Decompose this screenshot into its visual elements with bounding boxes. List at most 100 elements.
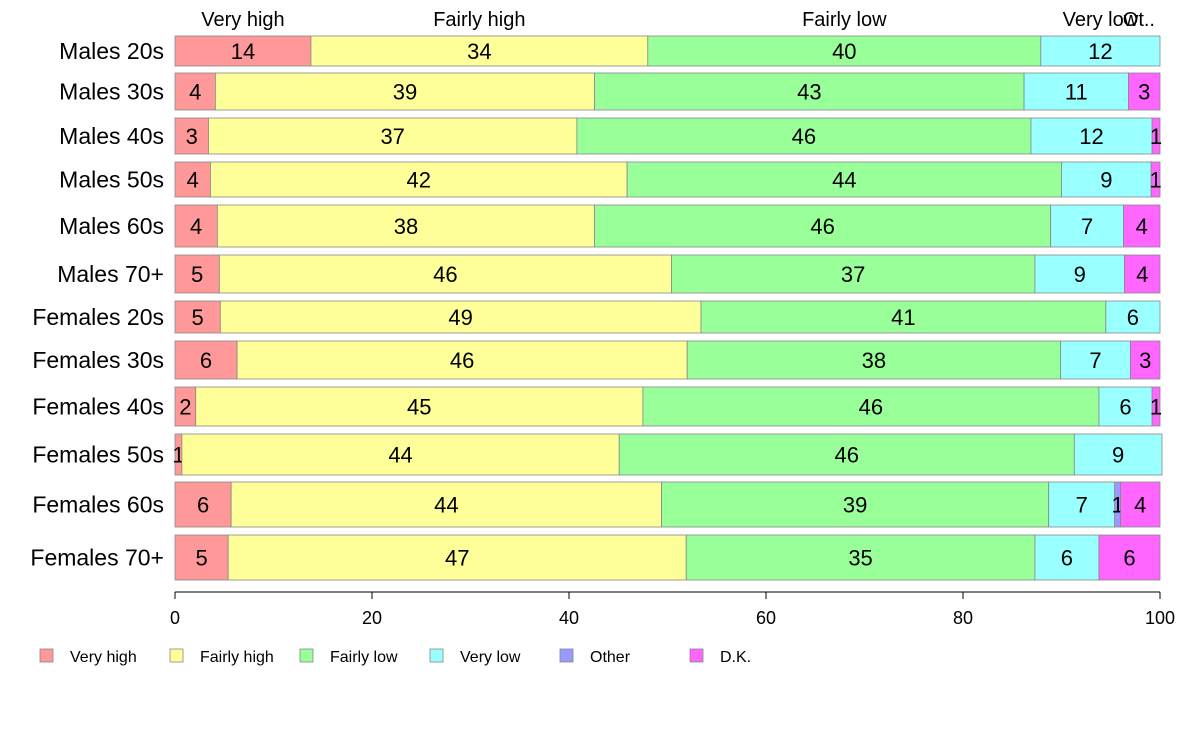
bar-males-50s-very-low — [1061, 161, 1152, 198]
bar-females-70-fairly-high — [227, 534, 687, 581]
value-label: 46 — [859, 395, 883, 420]
category-label: Males 40s — [59, 123, 164, 149]
bar-females-40s-very-low — [1098, 386, 1153, 427]
legend-label: Other — [590, 649, 631, 666]
bar-males-60s-fairly-low — [594, 204, 1052, 248]
value-label: 7 — [1081, 214, 1093, 239]
value-label: 6 — [1119, 395, 1131, 420]
bar-females-60s-very-high — [174, 481, 232, 528]
x-tick-label: 80 — [953, 608, 973, 628]
value-label: 9 — [1112, 443, 1124, 468]
value-label: 3 — [186, 124, 198, 149]
bar-males-60s-d-k — [1123, 204, 1161, 248]
legend-swatch-very-low — [429, 648, 444, 663]
value-label: 5 — [191, 262, 203, 287]
value-label: 14 — [231, 39, 255, 64]
value-label: 46 — [835, 443, 859, 468]
value-label: 3 — [1139, 348, 1151, 373]
bar-females-60s-very-low — [1048, 481, 1116, 528]
value-label: 6 — [197, 493, 209, 518]
value-label: 1 — [1149, 168, 1161, 193]
bar-females-50s-very-low — [1073, 433, 1163, 476]
bar-area: 14 34 40 124 39 43 11 33 37 46 12 14 42 44 9 14 38 46 7 45 4… — [172, 35, 1163, 581]
bar-males-50s-fairly-low — [626, 161, 1062, 198]
value-label: 4 — [1136, 262, 1148, 287]
category-label: Males 50s — [59, 167, 164, 193]
value-label: 4 — [1136, 214, 1148, 239]
bar-females-20s-very-low — [1105, 300, 1161, 334]
bar-males-30s-very-low — [1023, 72, 1129, 111]
bar-females-60s-fairly-high — [230, 481, 662, 528]
bar-males-40s-fairly-high — [208, 117, 578, 155]
legend-label: Very high — [70, 649, 137, 666]
value-label: 41 — [891, 305, 915, 330]
bar-females-30s-fairly-low — [686, 340, 1061, 380]
value-label: 37 — [380, 124, 404, 149]
legend-label: Fairly low — [330, 649, 398, 666]
bar-males-30s-d-k — [1128, 72, 1161, 111]
bar-females-70-d-k — [1098, 534, 1161, 581]
value-label: 6 — [1123, 546, 1135, 571]
bar-males-30s-fairly-low — [594, 72, 1025, 111]
top-label: Very low — [1063, 9, 1139, 31]
bar-males-40s-very-low — [1030, 117, 1153, 155]
value-label: 12 — [1088, 39, 1112, 64]
category-label: Females 50s — [32, 442, 164, 468]
value-label: 11 — [1065, 80, 1088, 105]
value-label: 46 — [792, 124, 816, 149]
value-label: 44 — [388, 443, 412, 468]
bar-females-40s-fairly-low — [642, 386, 1100, 427]
value-label: 39 — [393, 80, 417, 105]
legend-label: D.K. — [720, 649, 751, 666]
category-label: Females 40s — [32, 394, 164, 420]
value-label: 6 — [200, 348, 212, 373]
bar-females-70-very-low — [1034, 534, 1100, 581]
value-label: 2 — [179, 395, 191, 420]
x-tick-label: 100 — [1145, 608, 1175, 628]
category-label: Males 60s — [59, 213, 164, 239]
x-tick-label: 20 — [362, 608, 382, 628]
value-label: 47 — [445, 546, 469, 571]
x-tick-label: 40 — [559, 608, 579, 628]
legend-label: Very low — [460, 649, 521, 666]
value-label: 34 — [467, 39, 491, 64]
category-label: Males 70+ — [57, 261, 164, 287]
value-label: 7 — [1089, 348, 1101, 373]
bar-females-50s-fairly-high — [181, 433, 620, 476]
legend-swatch-very-high — [39, 648, 54, 663]
value-label: 49 — [448, 305, 472, 330]
bar-females-30s-very-low — [1060, 340, 1131, 380]
bar-males-30s-fairly-high — [214, 72, 596, 111]
bar-males-50s-fairly-high — [210, 161, 628, 198]
category-label: Females 60s — [32, 492, 164, 518]
legend: Very high Fairly high Fairly low Very low Ot… — [39, 648, 751, 666]
value-label: 7 — [1076, 493, 1088, 518]
value-label: 4 — [189, 80, 201, 105]
bar-males-20s-very-low — [1040, 35, 1161, 67]
bar-males-40s-very-high — [174, 117, 209, 155]
bar-females-30s-d-k — [1130, 340, 1161, 380]
bar-males-50s-d-k — [1150, 161, 1161, 198]
bar-females-40s-fairly-high — [195, 386, 644, 427]
value-label: 43 — [797, 80, 821, 105]
legend-label: Fairly high — [200, 649, 274, 666]
value-label: 4 — [1134, 493, 1146, 518]
top-label: Fairly high — [433, 9, 525, 31]
legend-swatch-fairly-high — [169, 648, 184, 663]
value-label: 46 — [433, 262, 457, 287]
value-label: 39 — [843, 493, 867, 518]
bar-males-70-d-k — [1124, 254, 1161, 294]
bar-females-30s-very-high — [174, 340, 238, 380]
category-label: Males 20s — [59, 38, 164, 64]
bar-females-20s-fairly-high — [219, 300, 702, 334]
value-label: 12 — [1079, 124, 1103, 149]
top-category-labels: Very high Fairly high Fairly low Very lowOt… — [201, 9, 1155, 31]
value-label: 46 — [810, 214, 834, 239]
category-labels: Males 20s Males 30s Males 40s Males 50s Male… — [30, 38, 164, 571]
top-label: Very high — [201, 9, 284, 31]
bar-males-60s-very-low — [1050, 204, 1124, 248]
x-tick-label: 60 — [756, 608, 776, 628]
bar-males-40s-fairly-low — [576, 117, 1032, 155]
value-label: 5 — [192, 305, 204, 330]
bar-females-60s-fairly-low — [661, 481, 1050, 528]
